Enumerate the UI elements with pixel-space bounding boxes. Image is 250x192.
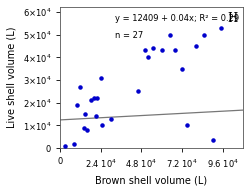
- Text: y = 12409 + 0.04x; R² = 0.29: y = 12409 + 0.04x; R² = 0.29: [115, 14, 239, 23]
- Point: [72, 142, 76, 145]
- Point: [82, 126, 86, 129]
- Point: [94, 115, 98, 118]
- Point: [63, 144, 67, 147]
- Point: [168, 33, 172, 36]
- Point: [210, 139, 214, 142]
- Point: [78, 85, 82, 88]
- Point: [84, 113, 87, 116]
- Point: [151, 47, 155, 50]
- Text: H: H: [227, 12, 237, 25]
- Point: [99, 76, 103, 79]
- Point: [143, 49, 147, 52]
- Point: [146, 56, 150, 59]
- Point: [219, 26, 223, 29]
- Y-axis label: Live shell volume (L): Live shell volume (L): [7, 27, 17, 128]
- Text: n = 27: n = 27: [115, 31, 143, 40]
- Point: [109, 117, 113, 120]
- Point: [160, 49, 164, 52]
- Point: [88, 99, 92, 102]
- Point: [194, 44, 198, 47]
- Point: [173, 49, 177, 52]
- X-axis label: Brown shell volume (L): Brown shell volume (L): [96, 175, 208, 185]
- Point: [75, 103, 79, 107]
- Point: [92, 97, 96, 100]
- Point: [202, 33, 206, 36]
- Point: [95, 97, 99, 100]
- Point: [180, 67, 184, 70]
- Point: [85, 128, 89, 132]
- Point: [100, 124, 104, 127]
- Point: [136, 90, 140, 93]
- Point: [185, 124, 189, 127]
